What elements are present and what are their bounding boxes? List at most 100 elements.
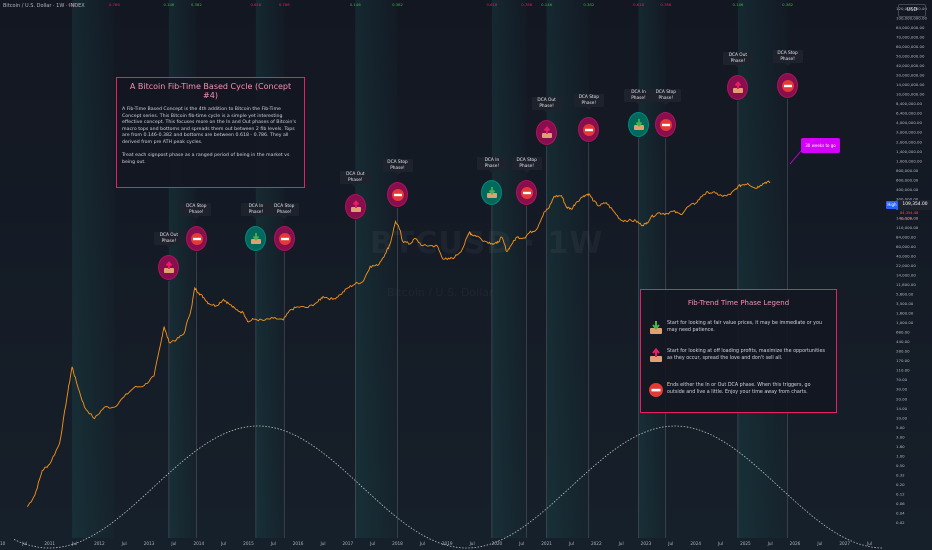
concept-info-box[interactable]: A Bitcoin Fib-Time Based Cycle (Concept … [116,77,305,188]
phase-band [546,0,589,538]
legend-title: Fib-Trend Time Phase Legend [687,299,790,307]
x-tick-label: 2025 [740,541,751,546]
projection-arrow [789,150,802,165]
stop-icon [521,187,534,199]
weeks-to-go-note[interactable]: 30 weeks to go [801,138,840,153]
signpost-tag: DCA Stop Phase! [772,50,803,66]
time-axis: 2010 Jul 2011 Jul 2012 Jul 2013 Jul 2014 Jul 2015 J… [0,541,872,546]
y-tick-label: 20,000,000.00 [896,73,925,78]
x-tick-label: 2024 [690,541,701,546]
y-tick-label: 8,400,000.00 [896,101,923,106]
phase-band [491,0,527,538]
currency-button[interactable]: USD [898,4,926,17]
x-tick-label: Jul [270,541,276,546]
x-tick-label: 2010 [0,541,6,546]
dca-out-icon [542,126,553,138]
legend-text-stop: Ends either the In or Out DCA phase. Whe… [667,383,811,395]
fib-time-label: 0.618 [633,2,644,7]
y-tick-label: 14.00 [896,406,908,411]
fib-time-label: 0.146 [163,2,174,7]
x-tick-label: 2026 [790,541,801,546]
y-tick-label: 70,000,000.00 [896,35,925,40]
stop-icon [278,233,291,245]
fib-time-label: 0.786 [279,2,290,7]
fib-time-labels: 0.38 0.786 0.146 0.382 0.618 0.786 0.146 0.382 0… [68,2,794,7]
y-tick-label: 30.00 [896,387,908,392]
stop-icon [583,124,596,136]
x-tick-label: Jul [618,541,624,546]
dca-out-badge [727,75,749,100]
signpost-tag: DCA Out Phase! [722,52,753,68]
dca-stop-badge [777,73,799,98]
x-tick-label: 2018 [392,541,403,546]
watermark-subtitle: Bitcoin / U.S. Dollar [387,286,494,299]
dca-out-icon [733,81,744,93]
x-tick-label: Jul [220,541,226,546]
phase-band [638,0,666,538]
x-tick-label: 2015 [243,541,254,546]
y-tick-label: 2,000,000.00 [896,139,923,144]
dca-in-icon [487,187,498,198]
info-title: A Bitcoin Fib-Time Based Cycle (Concept … [129,82,292,100]
fib-time-label: 0.786 [660,2,671,7]
y-tick-label: 3,000,000.00 [896,130,923,135]
fib-time-label: 0.786 [109,2,120,7]
x-tick-label: Jul [866,541,872,546]
y-tick-label: 60,000,000.00 [896,44,925,49]
phase-legend[interactable]: Fib-Trend Time Phase Legend Start for lo… [640,289,837,413]
info-text: A Fib-Time Based Concept is the 4th addi… [122,107,297,165]
price-axis: 120,000,000.00 100,000,000.00 84,000,000.0… [896,6,927,525]
x-tick-label: 2016 [293,541,304,546]
y-tick-label: 110,000.00 [896,225,919,230]
dca-stop-badge [578,117,600,142]
y-tick-label: 680.00 [896,330,910,335]
signpost-lines [168,99,788,538]
symbol-header[interactable]: Bitcoin / U.S. Dollar · 1W · INDEX [3,3,85,9]
phase-band [355,0,398,538]
x-tick-label: Jul [469,541,475,546]
y-tick-label: 300,000.00 [896,196,919,201]
dca-out-icon [350,200,361,212]
y-tick-label: 140,000.00 [896,215,919,220]
signpost-tag: DCA Stop Phase! [573,94,604,110]
dca-out-icon [164,261,175,273]
signpost-tag: DCA Stop Phase! [650,89,681,105]
fib-time-label: 0.146 [541,2,552,7]
fib-time-label: 0.146 [732,2,743,7]
y-tick-label: 4,000,000.00 [896,120,923,125]
dca-in-badge [628,112,649,137]
x-tick-label: 2011 [44,541,55,546]
dca-out-icon [650,348,662,362]
y-tick-label: 14,000.00 [896,273,916,278]
stop-icon [392,189,404,201]
y-tick-label: 60,000.00 [896,244,916,249]
legend-row-dca-out: Start for looking at off loading profits… [648,348,828,368]
y-tick-label: 600,000.00 [896,177,919,182]
y-tick-label: 40,000,000.00 [896,63,925,68]
y-tick-label: 11,800.00 [896,282,916,287]
dca-stop-badge [655,112,677,137]
y-tick-label: 0.04 [896,511,905,516]
legend-row-stop: Ends either the In or Out DCA phase. Whe… [648,382,828,402]
fib-time-label: 0.146 [350,2,361,7]
y-tick-label: 22,000.00 [896,263,916,268]
fib-time-label: 0.786 [521,2,532,7]
high-badge: High [886,201,898,209]
y-tick-label: 20.00 [896,396,908,401]
y-tick-label: 400,000.00 [896,187,919,192]
y-tick-label: 0.12 [896,491,905,496]
stop-icon [190,233,203,245]
dca-stop-badge [185,226,207,251]
y-tick-label: 5.00 [896,425,905,430]
signpost-tag: DCA In Phase! [240,203,271,219]
y-tick-label: 70.00 [896,377,908,382]
y-tick-label: 170.00 [896,358,910,363]
fib-time-label: 0.382 [583,2,594,7]
x-tick-label: Jul [369,541,375,546]
y-tick-label: 1.80 [896,444,905,449]
y-tick-label: 3,500.00 [896,301,914,306]
x-tick-label: Jul [717,541,723,546]
fib-time-label: 0.382 [392,2,403,7]
y-tick-label: 10.00 [896,415,908,420]
stop-icon [660,119,673,131]
